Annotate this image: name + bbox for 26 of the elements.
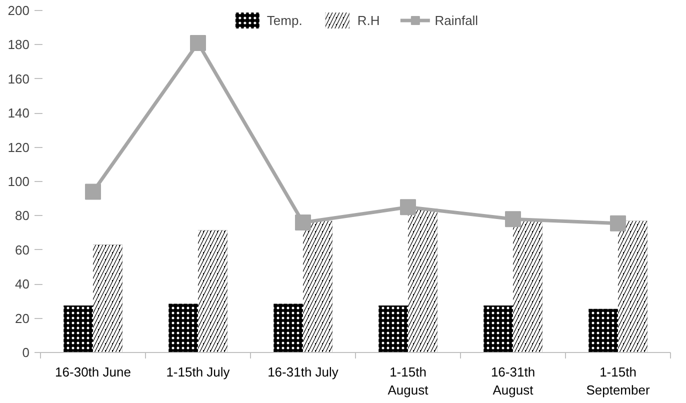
x-tick-label: 16-31th August — [490, 364, 536, 398]
legend-label: R.H — [357, 12, 380, 28]
y-tick-label: 60 — [15, 242, 30, 258]
y-tick-label: 0 — [22, 345, 30, 360]
y-tick-label: 200 — [8, 3, 30, 18]
point — [610, 215, 626, 232]
y-tick-label: 100 — [8, 174, 30, 189]
point — [400, 199, 416, 216]
x-tick-label: 1-15th August — [388, 364, 429, 398]
y-tick-label: 20 — [15, 310, 30, 326]
point — [85, 184, 101, 200]
point — [505, 211, 521, 228]
x-tick-label: 16-30th June — [55, 364, 131, 380]
x-tick-label: 16-31th July — [268, 364, 339, 380]
y-tick-label: 180 — [8, 37, 30, 52]
x-tick-label: 1-15th September — [586, 364, 650, 398]
point — [190, 34, 206, 51]
x-tick-label: 1-15th July — [166, 364, 230, 380]
legend-label: Rainfall — [434, 12, 478, 28]
point — [295, 214, 311, 231]
y-tick-label: 80 — [15, 208, 30, 224]
y-tick-label: 160 — [8, 71, 30, 86]
y-tick-label: 40 — [15, 276, 30, 292]
y-tick-label: 120 — [8, 140, 30, 155]
legend-label: Temp. — [266, 12, 302, 28]
y-tick-label: 140 — [8, 106, 30, 121]
